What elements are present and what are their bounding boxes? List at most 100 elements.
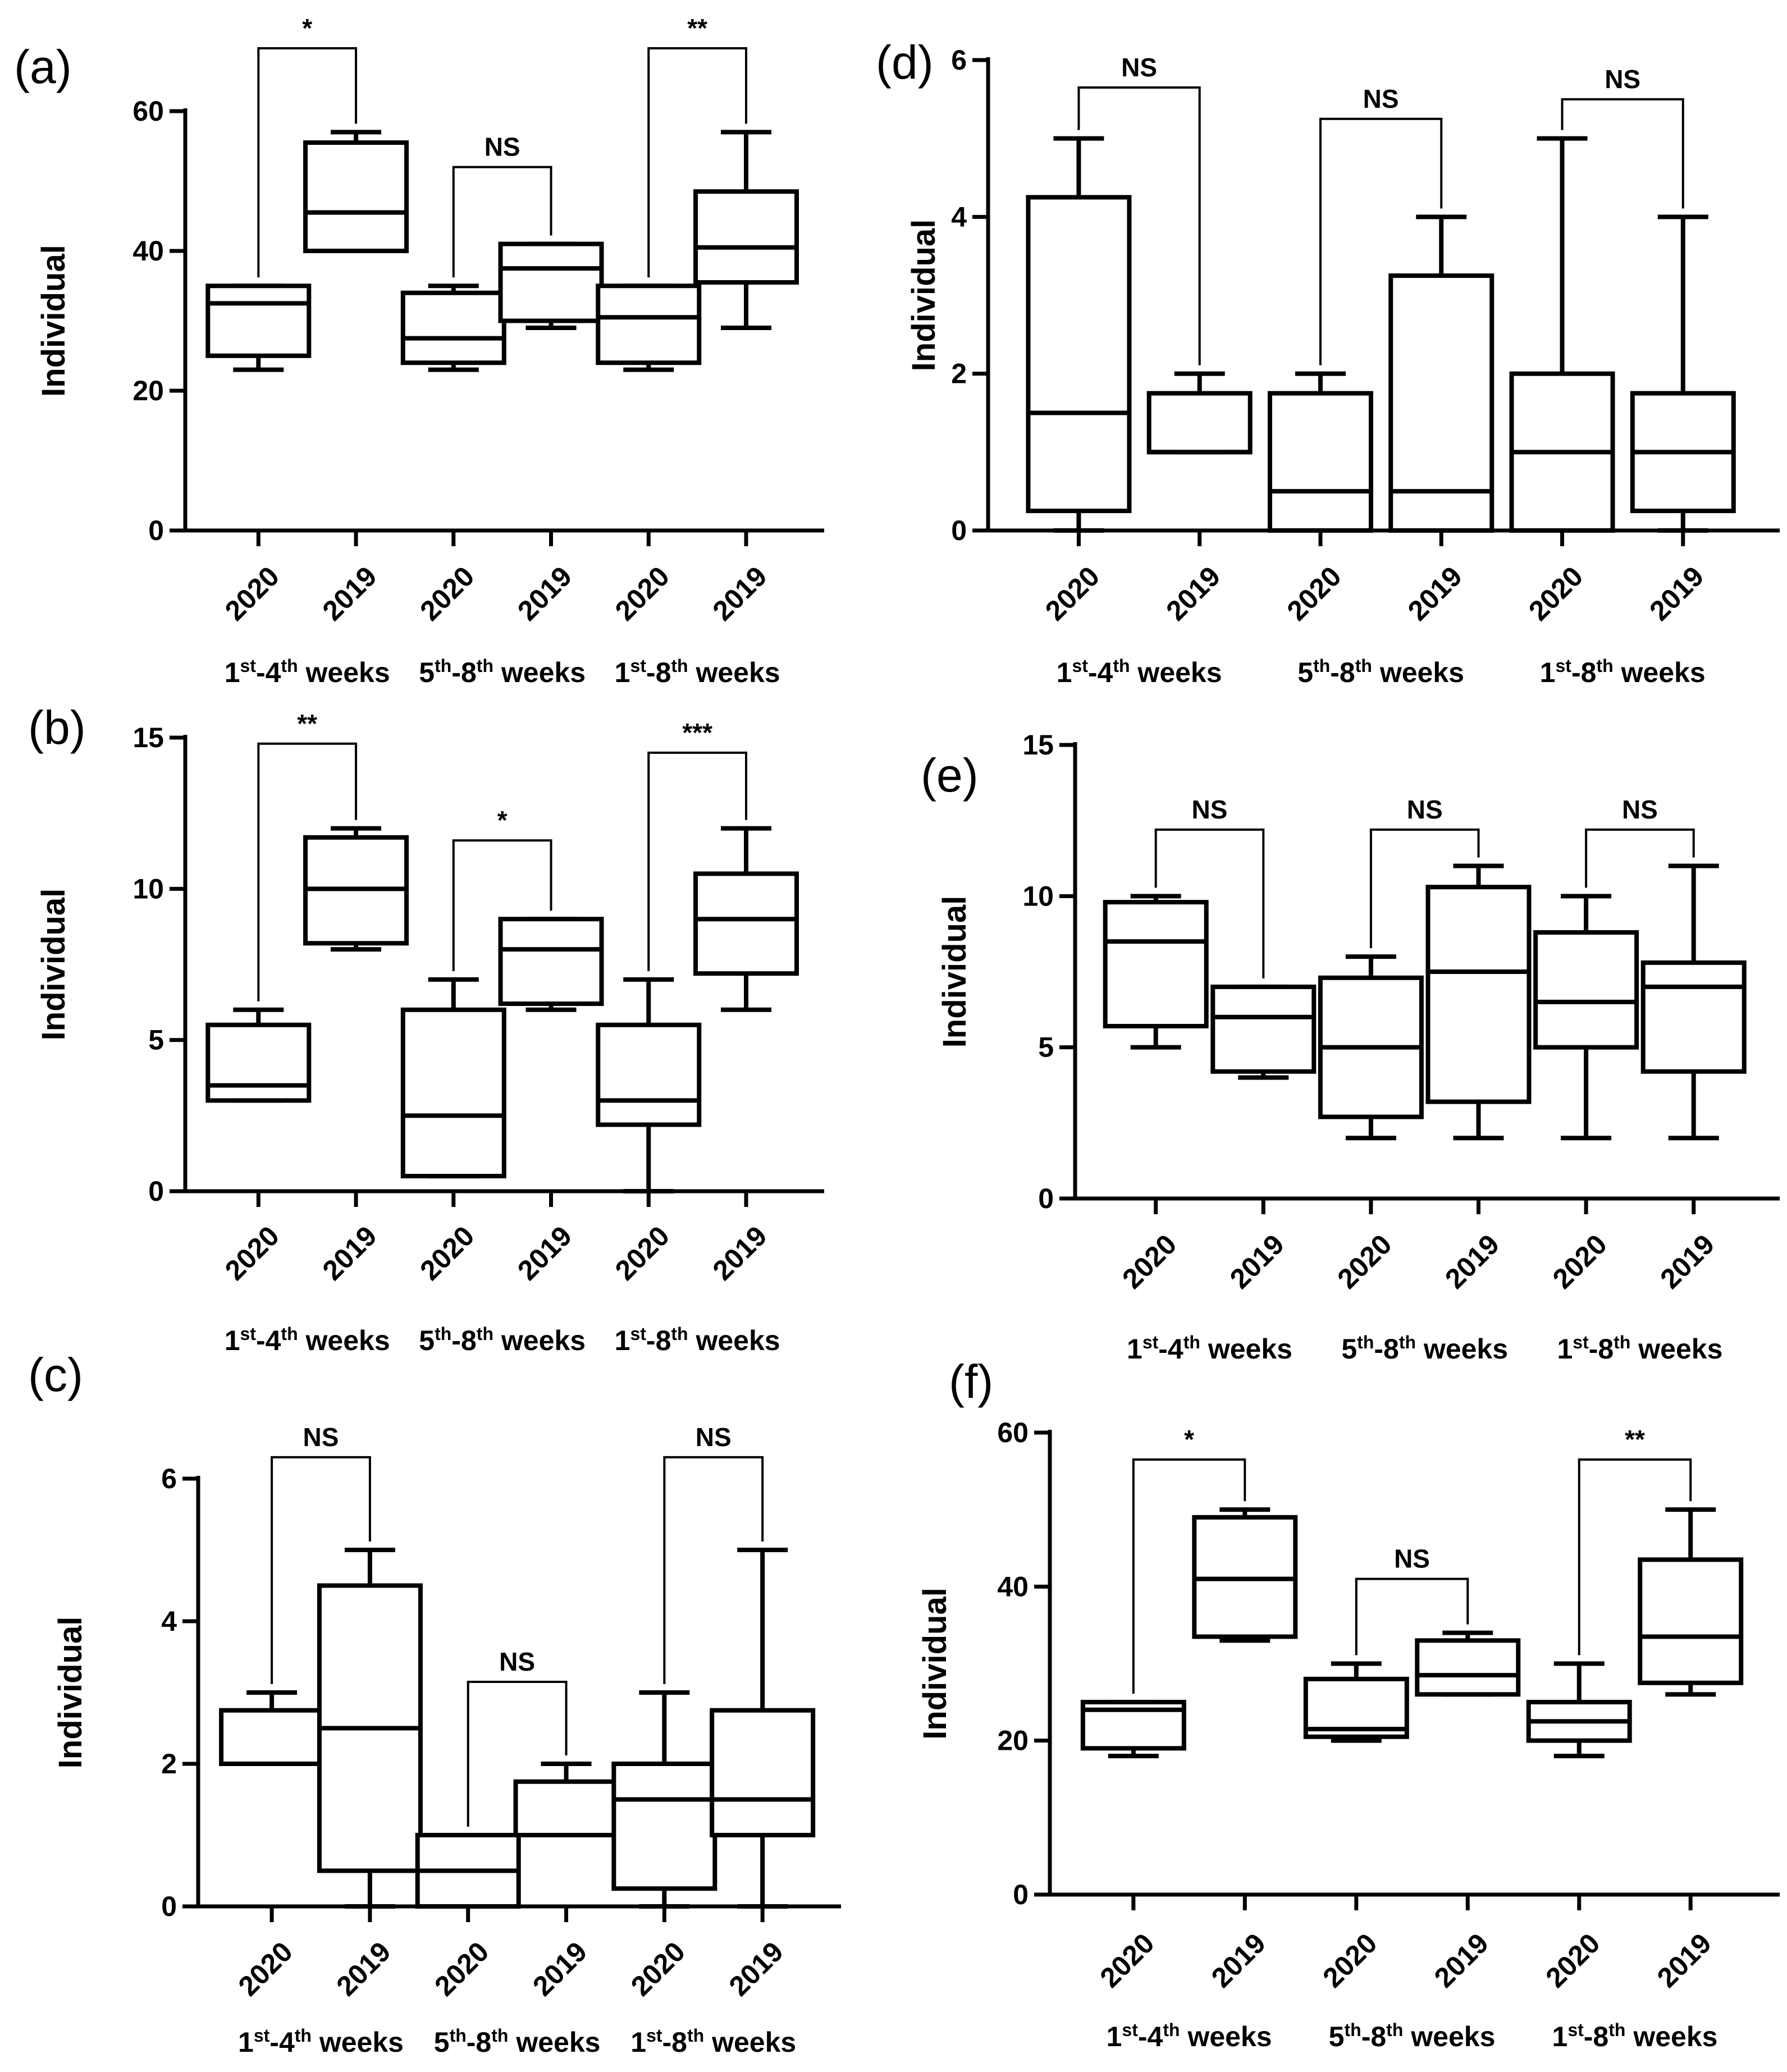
group-label-part: st [1573, 1332, 1589, 1352]
group-label-part: th [281, 656, 298, 676]
x-tick-label: 2019 [317, 1220, 383, 1286]
iqr-box [205, 283, 312, 358]
y-tick-label: 6 [951, 44, 967, 76]
iqr-box [1026, 195, 1132, 514]
group-label-part: weeks [493, 657, 586, 688]
group-label-part: 1 [1552, 2021, 1568, 2052]
panel-label: (c) [28, 1348, 83, 1401]
x-tick-label: 2020 [232, 1936, 299, 2002]
y-tick-label: 0 [1013, 1879, 1029, 1910]
group-label-part: -8 [1584, 2021, 1608, 2052]
box-2019 [1210, 984, 1317, 1080]
group-label: 5th-8th weeks [1341, 1332, 1508, 1365]
group-label-part: weeks [688, 1325, 780, 1356]
box-2019 [710, 1548, 816, 1909]
x-tick-label: 2019 [527, 1936, 593, 2002]
significance-label: NS [499, 1647, 535, 1676]
y-tick-label: 5 [148, 1024, 164, 1056]
x-tick-label: 2020 [625, 1936, 691, 2002]
x-tick-label: 2019 [330, 1936, 396, 2002]
group-label-part: -8 [1571, 657, 1596, 688]
chart-panel-f: (f) Individual 0 20 40 60 2020 2019 2020 2019 2020… [917, 1355, 1780, 2052]
y-tick-label: 0 [1038, 1183, 1054, 1214]
significance-label: * [497, 806, 508, 835]
box-2020 [415, 1833, 521, 1909]
group-label: 5th-8th weeks [1297, 656, 1464, 688]
group-label-part: weeks [1403, 2021, 1495, 2052]
iqr-box [400, 290, 506, 365]
x-tick-label: 2020 [1039, 560, 1105, 626]
group-label-part: 1 [615, 1325, 630, 1356]
iqr-box [596, 1022, 702, 1127]
significance-bracket [1319, 117, 1443, 365]
group-label-part: -4 [256, 657, 281, 688]
y-tick-label: 15 [1022, 729, 1054, 761]
group-label: 1st-4th weeks [225, 656, 390, 688]
group-label-part: 1 [1057, 657, 1072, 688]
y-axis-label: Individual [936, 896, 973, 1048]
iqr-box [205, 1022, 312, 1103]
box-2019 [1146, 371, 1253, 455]
group-label: 5th-8th weeks [419, 656, 586, 688]
box-2020 [400, 977, 506, 1179]
x-tick-label: 2020 [219, 560, 285, 626]
x-tick-label: 2020 [428, 1936, 495, 2002]
x-tick-label: 2020 [1094, 1927, 1160, 1993]
y-tick-label: 2 [951, 358, 967, 390]
group-label-part: th [295, 2025, 312, 2046]
group-label-part: th [435, 1324, 451, 1344]
x-tick-label: 2019 [1160, 560, 1226, 626]
group-label-part: -4 [269, 2027, 295, 2058]
group-label-part: th [1596, 656, 1613, 676]
group-label: 1st-8th weeks [1540, 656, 1706, 688]
significance-label: NS [485, 132, 520, 162]
x-tick-label: 2019 [1439, 1228, 1505, 1295]
group-label-part: th [1386, 2020, 1403, 2040]
panel-label: (b) [28, 701, 86, 754]
group-label-part: -8 [467, 2027, 491, 2058]
group-label-part: weeks [1416, 1333, 1508, 1365]
group-label-part: -8 [646, 657, 671, 688]
group-label-part: weeks [1630, 1333, 1722, 1365]
group-label-part: 1 [630, 2027, 646, 2058]
iqr-box [1638, 1557, 1744, 1685]
y-tick-label: 2 [161, 1748, 177, 1780]
x-tick-label: 2019 [1643, 560, 1710, 626]
group-label-part: weeks [1614, 657, 1706, 688]
chart-panel-a: (a) Individual 0 20 40 60 2020 2019 2020 2019 2020… [14, 13, 824, 688]
group-label-part: th [1163, 2020, 1180, 2040]
group-label-part: 5 [419, 1325, 435, 1356]
iqr-box [1388, 273, 1495, 533]
box-2019 [303, 130, 409, 253]
group-label: 1st-8th weeks [630, 2025, 796, 2058]
iqr-box [693, 871, 799, 976]
group-label-part: weeks [1200, 1333, 1292, 1365]
box-2020 [1026, 136, 1132, 533]
y-tick-label: 15 [132, 722, 164, 753]
group-label: 1st-4th weeks [1107, 2020, 1272, 2052]
group-label-part: -4 [1158, 1333, 1183, 1365]
group-label-part: th [491, 2025, 508, 2046]
x-tick-label: 2019 [1205, 1927, 1272, 1993]
significance-bracket [257, 47, 358, 278]
box-2020 [1267, 371, 1373, 533]
significance-label: NS [1121, 53, 1157, 82]
group-label-part: -8 [1361, 2021, 1386, 2052]
x-tick-label: 2019 [511, 560, 578, 626]
iqr-box [513, 1779, 619, 1837]
significance-bracket [647, 751, 748, 971]
box-2019 [303, 826, 409, 952]
group-label-part: th [450, 2025, 467, 2046]
x-tick-label: 2020 [219, 1220, 285, 1286]
group-label-part: 5 [434, 2027, 450, 2058]
group-label-part: -8 [1374, 1333, 1398, 1365]
panel-label: (d) [876, 36, 934, 89]
box-2020 [400, 283, 506, 372]
box-2020 [1080, 1700, 1186, 1759]
x-tick-label: 2019 [1651, 1927, 1717, 1993]
group-label-part: 1 [1107, 2021, 1122, 2052]
box-2020 [205, 1007, 312, 1103]
group-label-part: th [1399, 1332, 1416, 1352]
panel-label: (a) [14, 40, 72, 93]
group-label-part: th [687, 2025, 704, 2046]
